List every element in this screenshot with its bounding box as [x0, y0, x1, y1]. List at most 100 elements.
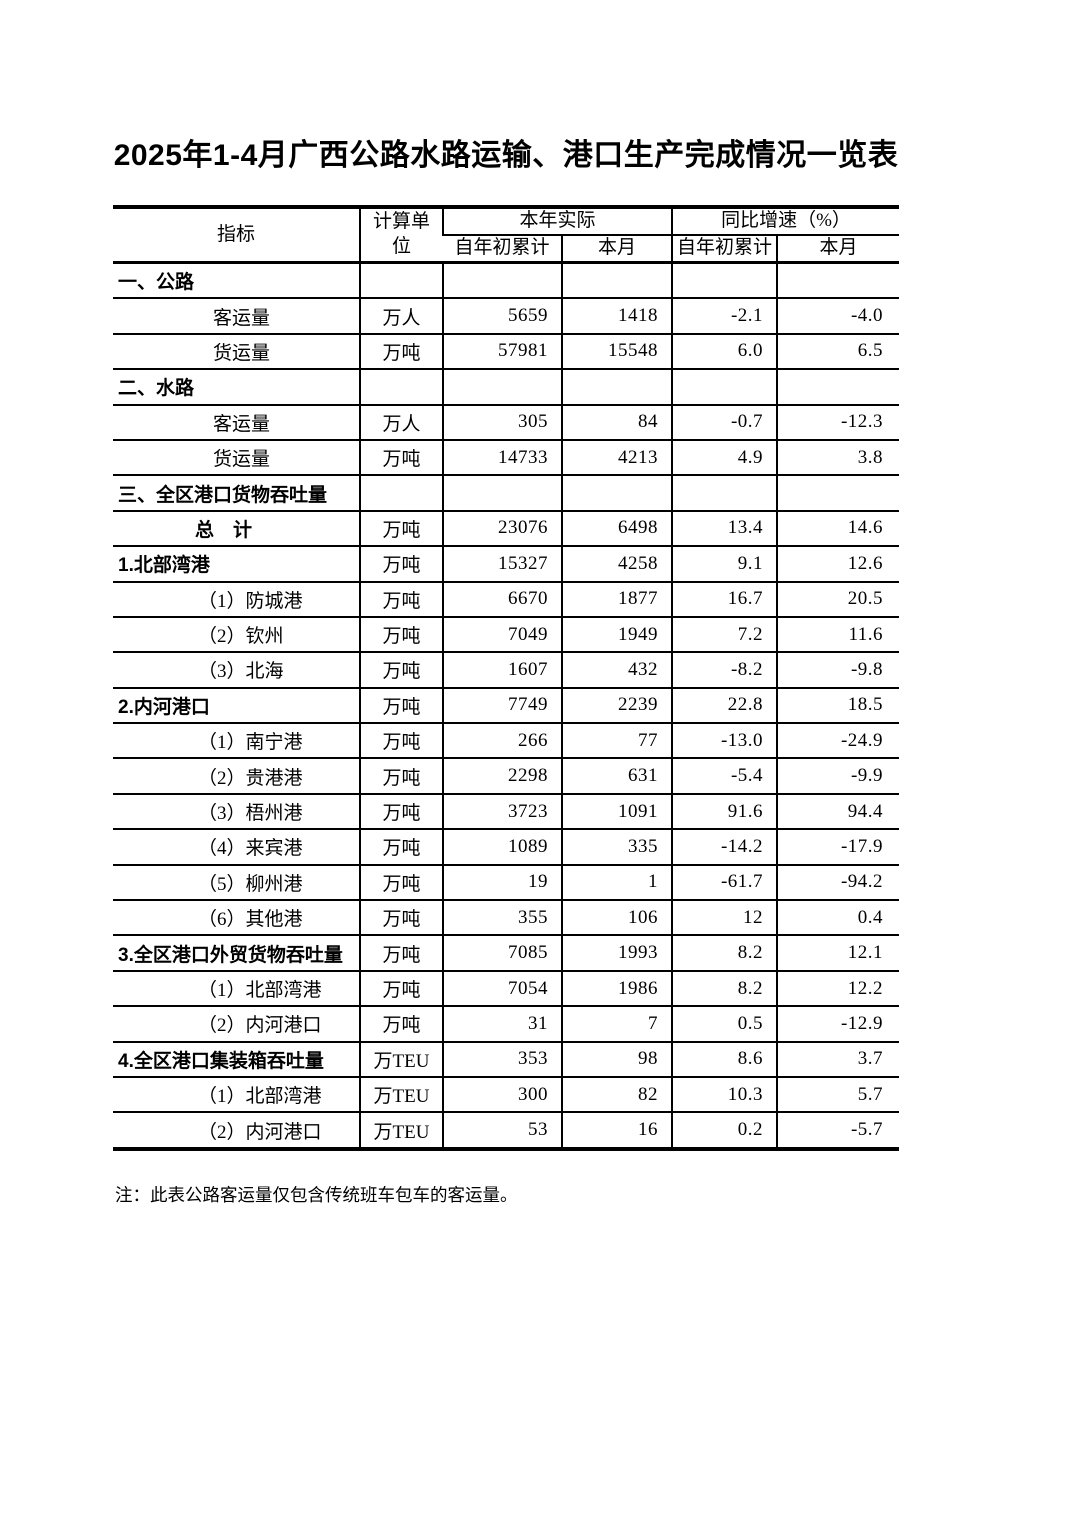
- table-row: 3.全区港口外贸货物吞吐量 万吨 7085 1993 8.2 12.1: [113, 935, 900, 972]
- cell-ytd-actual: 1089: [442, 829, 562, 866]
- cell-month-actual: 1: [560, 864, 673, 902]
- cell-unit: [359, 475, 443, 512]
- page-title: 2025年1-4月广西公路水路运输、港口生产完成情况一览表: [113, 139, 899, 172]
- cell-month-growth: 5.7: [776, 1076, 900, 1114]
- cell-ytd-actual: 1607: [442, 652, 562, 689]
- cell-ytd-growth: -8.2: [671, 652, 778, 689]
- table-row: （5）柳州港 万吨 19 1 -61.7 -94.2: [113, 864, 900, 902]
- cell-ytd-actual: [442, 262, 562, 300]
- cell-ytd-actual: 19: [442, 864, 562, 902]
- cell-ytd-actual: 14733: [442, 439, 562, 477]
- cell-ytd-actual: 7054: [442, 970, 562, 1008]
- cell-month-growth: 3.8: [776, 439, 900, 477]
- table-row: （1）北部湾港 万TEU 300 82 10.3 5.7: [113, 1076, 900, 1114]
- cell-indicator: （6）其他港: [113, 900, 360, 937]
- cell-ytd-actual: 15327: [442, 546, 562, 583]
- cell-month-actual: 16: [560, 1112, 673, 1150]
- cell-unit: 万吨: [359, 1006, 443, 1043]
- cell-unit: 万吨: [359, 900, 443, 937]
- cell-month-actual: 4258: [560, 546, 673, 583]
- cell-ytd-growth: 12: [671, 900, 778, 937]
- header-growth-cumulative: 自年初累计: [671, 235, 778, 264]
- cell-indicator: （2）贵港港: [113, 758, 360, 795]
- cell-month-growth: -12.3: [776, 404, 900, 441]
- cell-month-growth: 18.5: [776, 687, 900, 725]
- cell-ytd-actual: [442, 369, 562, 406]
- cell-month-actual: 2239: [560, 687, 673, 725]
- cell-ytd-actual: [442, 475, 562, 512]
- cell-ytd-actual: 7085: [442, 935, 562, 972]
- cell-month-actual: 106: [560, 900, 673, 937]
- cell-ytd-actual: 57981: [442, 333, 562, 371]
- cell-ytd-actual: 53: [442, 1112, 562, 1150]
- cell-month-growth: [776, 475, 900, 512]
- cell-ytd-actual: 266: [442, 723, 562, 760]
- cell-unit: 万吨: [359, 333, 443, 371]
- table-row: 1.北部湾港 万吨 15327 4258 9.1 12.6: [113, 546, 900, 583]
- cell-ytd-actual: 305: [442, 404, 562, 441]
- cell-month-growth: 6.5: [776, 333, 900, 371]
- table-row: 三、全区港口货物吞吐量: [113, 475, 900, 512]
- cell-ytd-growth: 0.5: [671, 1006, 778, 1043]
- table-row: （3）北海 万吨 1607 432 -8.2 -9.8: [113, 652, 900, 689]
- cell-ytd-growth: 22.8: [671, 687, 778, 725]
- cell-month-actual: 432: [560, 652, 673, 689]
- cell-ytd-actual: 353: [442, 1041, 562, 1078]
- cell-month-growth: [776, 262, 900, 300]
- cell-month-actual: 1993: [560, 935, 673, 972]
- table-row: （1）南宁港 万吨 266 77 -13.0 -24.9: [113, 723, 900, 760]
- table-row: （4）来宾港 万吨 1089 335 -14.2 -17.9: [113, 829, 900, 866]
- cell-month-growth: 12.2: [776, 970, 900, 1008]
- cell-unit: 万吨: [359, 758, 443, 795]
- table-row: （2）钦州 万吨 7049 1949 7.2 11.6: [113, 616, 900, 654]
- cell-unit: 万吨: [359, 864, 443, 902]
- cell-ytd-growth: 9.1: [671, 546, 778, 583]
- cell-ytd-growth: 16.7: [671, 581, 778, 618]
- cell-month-growth: [776, 369, 900, 406]
- cell-month-growth: 0.4: [776, 900, 900, 937]
- cell-month-growth: -9.9: [776, 758, 900, 795]
- stats-table: 指标 计算单位 本年实际 同比增速（%） 自年初累计 本月 自年初累计 本月 一…: [113, 205, 900, 1151]
- cell-unit: 万TEU: [359, 1112, 443, 1150]
- cell-month-actual: 1877: [560, 581, 673, 618]
- footnote: 注：此表公路客运量仅包含传统班车包车的客运量。: [115, 1184, 518, 1205]
- cell-indicator: 客运量: [113, 404, 360, 441]
- cell-month-actual: 631: [560, 758, 673, 795]
- table-row: 一、公路: [113, 262, 900, 300]
- cell-month-actual: [560, 262, 673, 300]
- cell-ytd-growth: 8.2: [671, 970, 778, 1008]
- cell-ytd-growth: 8.2: [671, 935, 778, 972]
- cell-month-growth: -5.7: [776, 1112, 900, 1150]
- cell-indicator: （5）柳州港: [113, 864, 360, 902]
- cell-unit: 万吨: [359, 829, 443, 866]
- cell-ytd-actual: 3723: [442, 793, 562, 831]
- cell-unit: 万TEU: [359, 1076, 443, 1114]
- cell-month-growth: 3.7: [776, 1041, 900, 1078]
- table-row: （2）内河港口 万吨 31 7 0.5 -12.9: [113, 1006, 900, 1043]
- cell-month-actual: 98: [560, 1041, 673, 1078]
- cell-indicator: 2.内河港口: [113, 687, 360, 725]
- table-row: 货运量 万吨 14733 4213 4.9 3.8: [113, 439, 900, 477]
- cell-ytd-growth: 4.9: [671, 439, 778, 477]
- cell-month-actual: 4213: [560, 439, 673, 477]
- cell-indicator: （3）梧州港: [113, 793, 360, 831]
- cell-month-actual: 6498: [560, 510, 673, 548]
- cell-unit: 万吨: [359, 652, 443, 689]
- cell-month-growth: 14.6: [776, 510, 900, 548]
- table-row: （1）北部湾港 万吨 7054 1986 8.2 12.2: [113, 970, 900, 1008]
- table-row: 客运量 万人 5659 1418 -2.1 -4.0: [113, 298, 900, 335]
- cell-unit: 万吨: [359, 793, 443, 831]
- cell-ytd-growth: 6.0: [671, 333, 778, 371]
- cell-indicator: 货运量: [113, 333, 360, 371]
- cell-month-growth: 12.1: [776, 935, 900, 972]
- header-actual-month: 本月: [560, 235, 673, 264]
- cell-month-growth: 20.5: [776, 581, 900, 618]
- cell-ytd-actual: 31: [442, 1006, 562, 1043]
- cell-ytd-actual: 23076: [442, 510, 562, 548]
- table-row: 总 计 万吨 23076 6498 13.4 14.6: [113, 510, 900, 548]
- cell-unit: 万吨: [359, 970, 443, 1008]
- table-row: （1）防城港 万吨 6670 1877 16.7 20.5: [113, 581, 900, 618]
- cell-ytd-growth: [671, 369, 778, 406]
- cell-ytd-growth: 8.6: [671, 1041, 778, 1078]
- table-row: （6）其他港 万吨 355 106 12 0.4: [113, 900, 900, 937]
